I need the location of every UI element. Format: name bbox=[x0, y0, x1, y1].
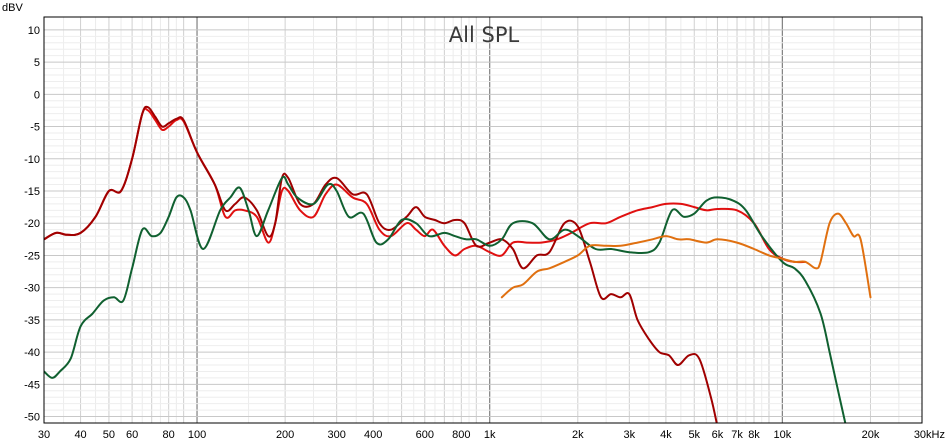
x-tick-label: 6k bbox=[712, 429, 724, 441]
x-tick-label: 800 bbox=[452, 429, 470, 441]
x-tick-label: 5k bbox=[688, 429, 700, 441]
x-tick-label: 50 bbox=[103, 429, 115, 441]
x-tick-label: 20k bbox=[862, 429, 880, 441]
x-tick-label: 3k bbox=[624, 429, 636, 441]
x-axis-ticks: 30 40 50 60 80 100 200 300 400 600 800 1k 2k 3k 4k 5k 6k… bbox=[38, 429, 945, 441]
x-tick-label: 80 bbox=[163, 429, 175, 441]
y-tick-label: -15 bbox=[24, 186, 40, 198]
x-tick-label: 4k bbox=[660, 429, 672, 441]
series-line-2 bbox=[44, 105, 718, 423]
y-tick-label: -30 bbox=[24, 283, 40, 295]
series-line-3 bbox=[44, 175, 847, 423]
y-tick-label: -45 bbox=[24, 379, 40, 391]
x-tick-label: 30kHz bbox=[914, 429, 945, 441]
y-tick-label: -20 bbox=[24, 218, 40, 230]
y-tick-label: -25 bbox=[24, 250, 40, 262]
y-tick-label: -50 bbox=[24, 412, 40, 424]
x-tick-label: 8k bbox=[748, 429, 760, 441]
x-tick-label: 10k bbox=[773, 429, 791, 441]
y-tick-label: -40 bbox=[24, 347, 40, 359]
y-tick-label: 0 bbox=[34, 89, 40, 101]
y-tick-label: 10 bbox=[28, 25, 40, 37]
x-tick-label: 40 bbox=[74, 429, 86, 441]
series-line-4 bbox=[500, 212, 872, 299]
x-tick-label: 60 bbox=[126, 429, 138, 441]
y-tick-label: -5 bbox=[30, 122, 40, 134]
x-tick-label: 600 bbox=[416, 429, 434, 441]
x-tick-label: 2k bbox=[572, 429, 584, 441]
chart-title: All SPL bbox=[449, 23, 520, 47]
grid bbox=[43, 17, 923, 423]
y-axis-label: dBV bbox=[2, 2, 23, 14]
y-tick-label: 5 bbox=[34, 57, 40, 69]
plot-frame bbox=[43, 16, 923, 424]
x-tick-label: 100 bbox=[188, 429, 206, 441]
series-line-1 bbox=[44, 107, 807, 264]
x-tick-label: 400 bbox=[364, 429, 382, 441]
x-tick-label: 300 bbox=[327, 429, 345, 441]
y-tick-label: -35 bbox=[24, 315, 40, 327]
x-tick-label: 30 bbox=[38, 429, 50, 441]
x-tick-label: 1k bbox=[484, 429, 496, 441]
y-tick-label: -10 bbox=[24, 154, 40, 166]
x-tick-label: 200 bbox=[276, 429, 294, 441]
series-layer bbox=[44, 105, 872, 423]
y-axis-ticks: 10 5 0 -5 -10 -15 -20 -25 -30 -35 -40 -45 -50 bbox=[24, 25, 40, 424]
x-tick-label: 7k bbox=[731, 429, 743, 441]
